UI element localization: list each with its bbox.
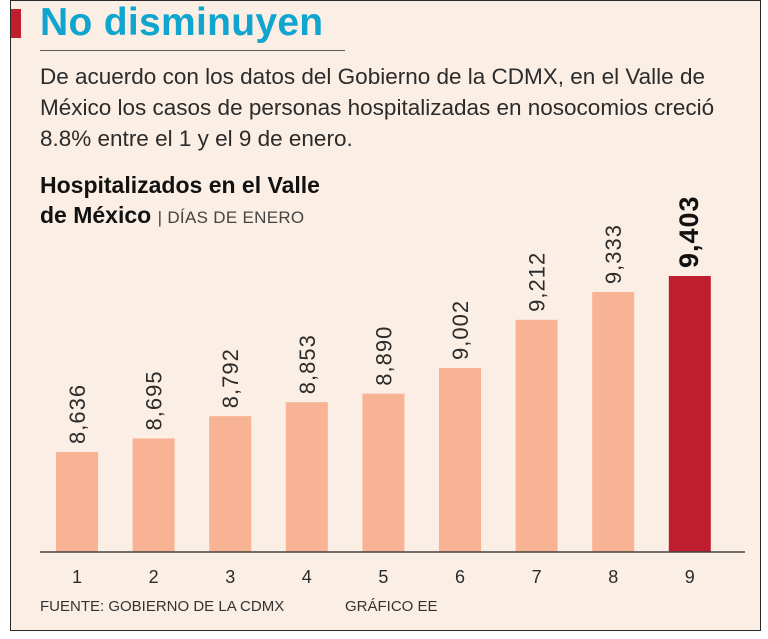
category-label-day-7: 7 bbox=[532, 567, 542, 587]
value-label-day-5: 8,890 bbox=[371, 326, 396, 386]
bar-day-4 bbox=[285, 402, 328, 552]
bar-day-7 bbox=[515, 319, 558, 552]
headline-underline bbox=[40, 50, 345, 51]
category-label-day-2: 2 bbox=[149, 567, 159, 587]
chart-title: Hospitalizados en el Valle de México | D… bbox=[40, 170, 460, 233]
value-label-day-9: 9,403 bbox=[674, 195, 704, 268]
category-label-day-1: 1 bbox=[72, 567, 82, 587]
category-label-day-4: 4 bbox=[302, 567, 312, 587]
chart-value-labels: 8,636 8,695 8,792 8,853 8,890 9,002 9,212 9,333… bbox=[65, 195, 704, 444]
value-label-day-6: 9,002 bbox=[448, 300, 473, 360]
value-label-day-7: 9,212 bbox=[525, 252, 550, 312]
category-label-day-3: 3 bbox=[225, 567, 235, 587]
bar-day-2 bbox=[132, 438, 175, 552]
value-label-day-1: 8,636 bbox=[65, 384, 90, 444]
value-label-day-2: 8,695 bbox=[142, 370, 167, 430]
graphic-credit: GRÁFICO EE bbox=[345, 598, 438, 615]
chart-bars bbox=[56, 276, 711, 552]
headline-accent-bar bbox=[11, 9, 21, 38]
chart-subtitle: DÍAS DE ENERO bbox=[167, 208, 305, 227]
category-label-day-5: 5 bbox=[378, 567, 388, 587]
value-label-day-4: 8,853 bbox=[295, 334, 320, 394]
category-label-day-9: 9 bbox=[685, 567, 695, 587]
chart-title-line2: de México bbox=[40, 202, 152, 228]
value-label-day-3: 8,792 bbox=[218, 348, 243, 408]
category-label-day-8: 8 bbox=[608, 567, 618, 587]
category-label-day-6: 6 bbox=[455, 567, 465, 587]
lede-paragraph: De acuerdo con los datos del Gobierno de… bbox=[40, 64, 715, 151]
value-label-day-8: 9,333 bbox=[601, 224, 626, 284]
bar-day-9 bbox=[668, 276, 711, 552]
bar-day-3 bbox=[209, 416, 252, 552]
chart-subtitle-separator: | bbox=[157, 208, 168, 227]
bar-day-1 bbox=[56, 451, 98, 552]
chart-title-line1: Hospitalizados en el Valle bbox=[40, 172, 320, 198]
source-note: FUENTE: GOBIERNO DE LA CDMX bbox=[40, 598, 285, 615]
bar-day-5 bbox=[362, 393, 405, 552]
bar-day-8 bbox=[592, 292, 635, 552]
bar-day-6 bbox=[439, 368, 481, 552]
chart-category-labels: 1 2 3 4 5 6 7 8 9 bbox=[72, 567, 695, 587]
headline: No disminuyen bbox=[40, 1, 324, 44]
